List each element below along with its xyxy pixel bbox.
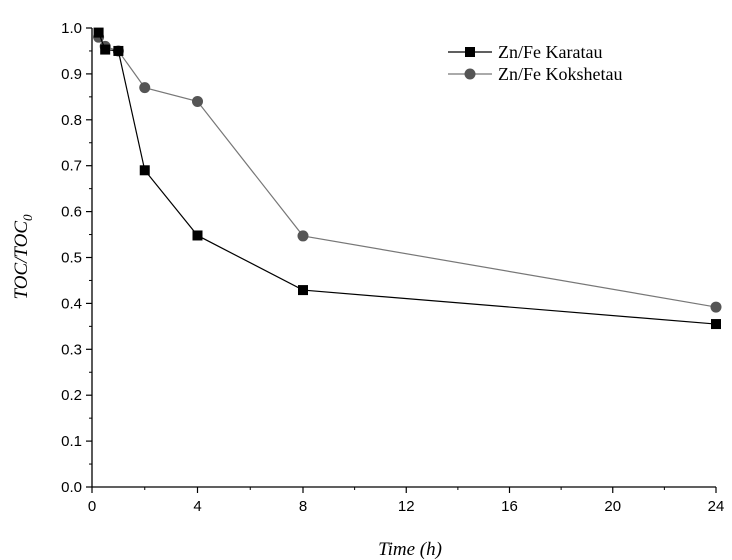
y-axis-title-subscript: 0 bbox=[20, 214, 35, 221]
y-tick-label: 1.0 bbox=[61, 20, 82, 37]
y-tick-label: 0.2 bbox=[61, 387, 82, 404]
series-2-line bbox=[98, 36, 717, 308]
series-1-point bbox=[100, 44, 111, 55]
x-axis-title: Time (h) bbox=[378, 539, 442, 560]
series-2-point bbox=[192, 95, 203, 107]
x-tick-label: 8 bbox=[299, 498, 307, 515]
series-2-point bbox=[297, 230, 309, 242]
series-1-point bbox=[139, 165, 150, 176]
series-1-point bbox=[298, 285, 308, 296]
y-tick-label: 0.3 bbox=[61, 341, 82, 358]
x-tick-label: 12 bbox=[398, 498, 415, 515]
x-tick-label: 4 bbox=[193, 498, 201, 515]
series-2-point bbox=[710, 301, 722, 313]
y-axis-title: TOC/TOC0 bbox=[11, 214, 35, 300]
x-tick-label: 16 bbox=[501, 498, 518, 515]
legend-label: Zn/Fe Karatau bbox=[498, 42, 602, 62]
y-tick-label: 0.8 bbox=[61, 112, 82, 129]
series-2-point bbox=[139, 82, 151, 94]
y-tick-label: 0.4 bbox=[61, 295, 82, 312]
series-1-point bbox=[192, 230, 203, 241]
axes bbox=[91, 28, 716, 488]
legend-marker-square bbox=[465, 47, 475, 57]
series-1-line bbox=[98, 32, 717, 325]
ticks: 0.0 0.1 0.2 0.3 0.4 0.5 0.6 0.7 0.8 0.9 1.0 0 4 8 12 16… bbox=[61, 20, 724, 515]
series-layer bbox=[93, 27, 722, 330]
legend-item-1: Zn/Fe Karatau bbox=[448, 42, 602, 62]
legend-label: Zn/Fe Kokshetau bbox=[498, 64, 622, 84]
series-1-point bbox=[711, 319, 721, 330]
x-tick-label: 0 bbox=[88, 498, 96, 515]
series-1-point bbox=[93, 27, 104, 38]
y-tick-label: 0.5 bbox=[61, 250, 82, 267]
series-1 bbox=[93, 27, 721, 330]
x-tick-label: 20 bbox=[604, 498, 621, 515]
series-1-point bbox=[113, 45, 124, 56]
y-tick-label: 0.9 bbox=[61, 66, 82, 83]
series-2 bbox=[93, 31, 722, 313]
legend-item-2: Zn/Fe Kokshetau bbox=[448, 64, 622, 84]
legend-marker-circle bbox=[464, 68, 476, 80]
y-tick-label: 0.1 bbox=[61, 433, 82, 450]
y-axis-title-main: TOC/TOC bbox=[11, 221, 32, 300]
y-tick-label: 0.0 bbox=[61, 479, 82, 496]
y-tick-label: 0.7 bbox=[61, 158, 82, 175]
y-tick-label: 0.6 bbox=[61, 204, 82, 221]
x-tick-label: 24 bbox=[708, 498, 725, 515]
